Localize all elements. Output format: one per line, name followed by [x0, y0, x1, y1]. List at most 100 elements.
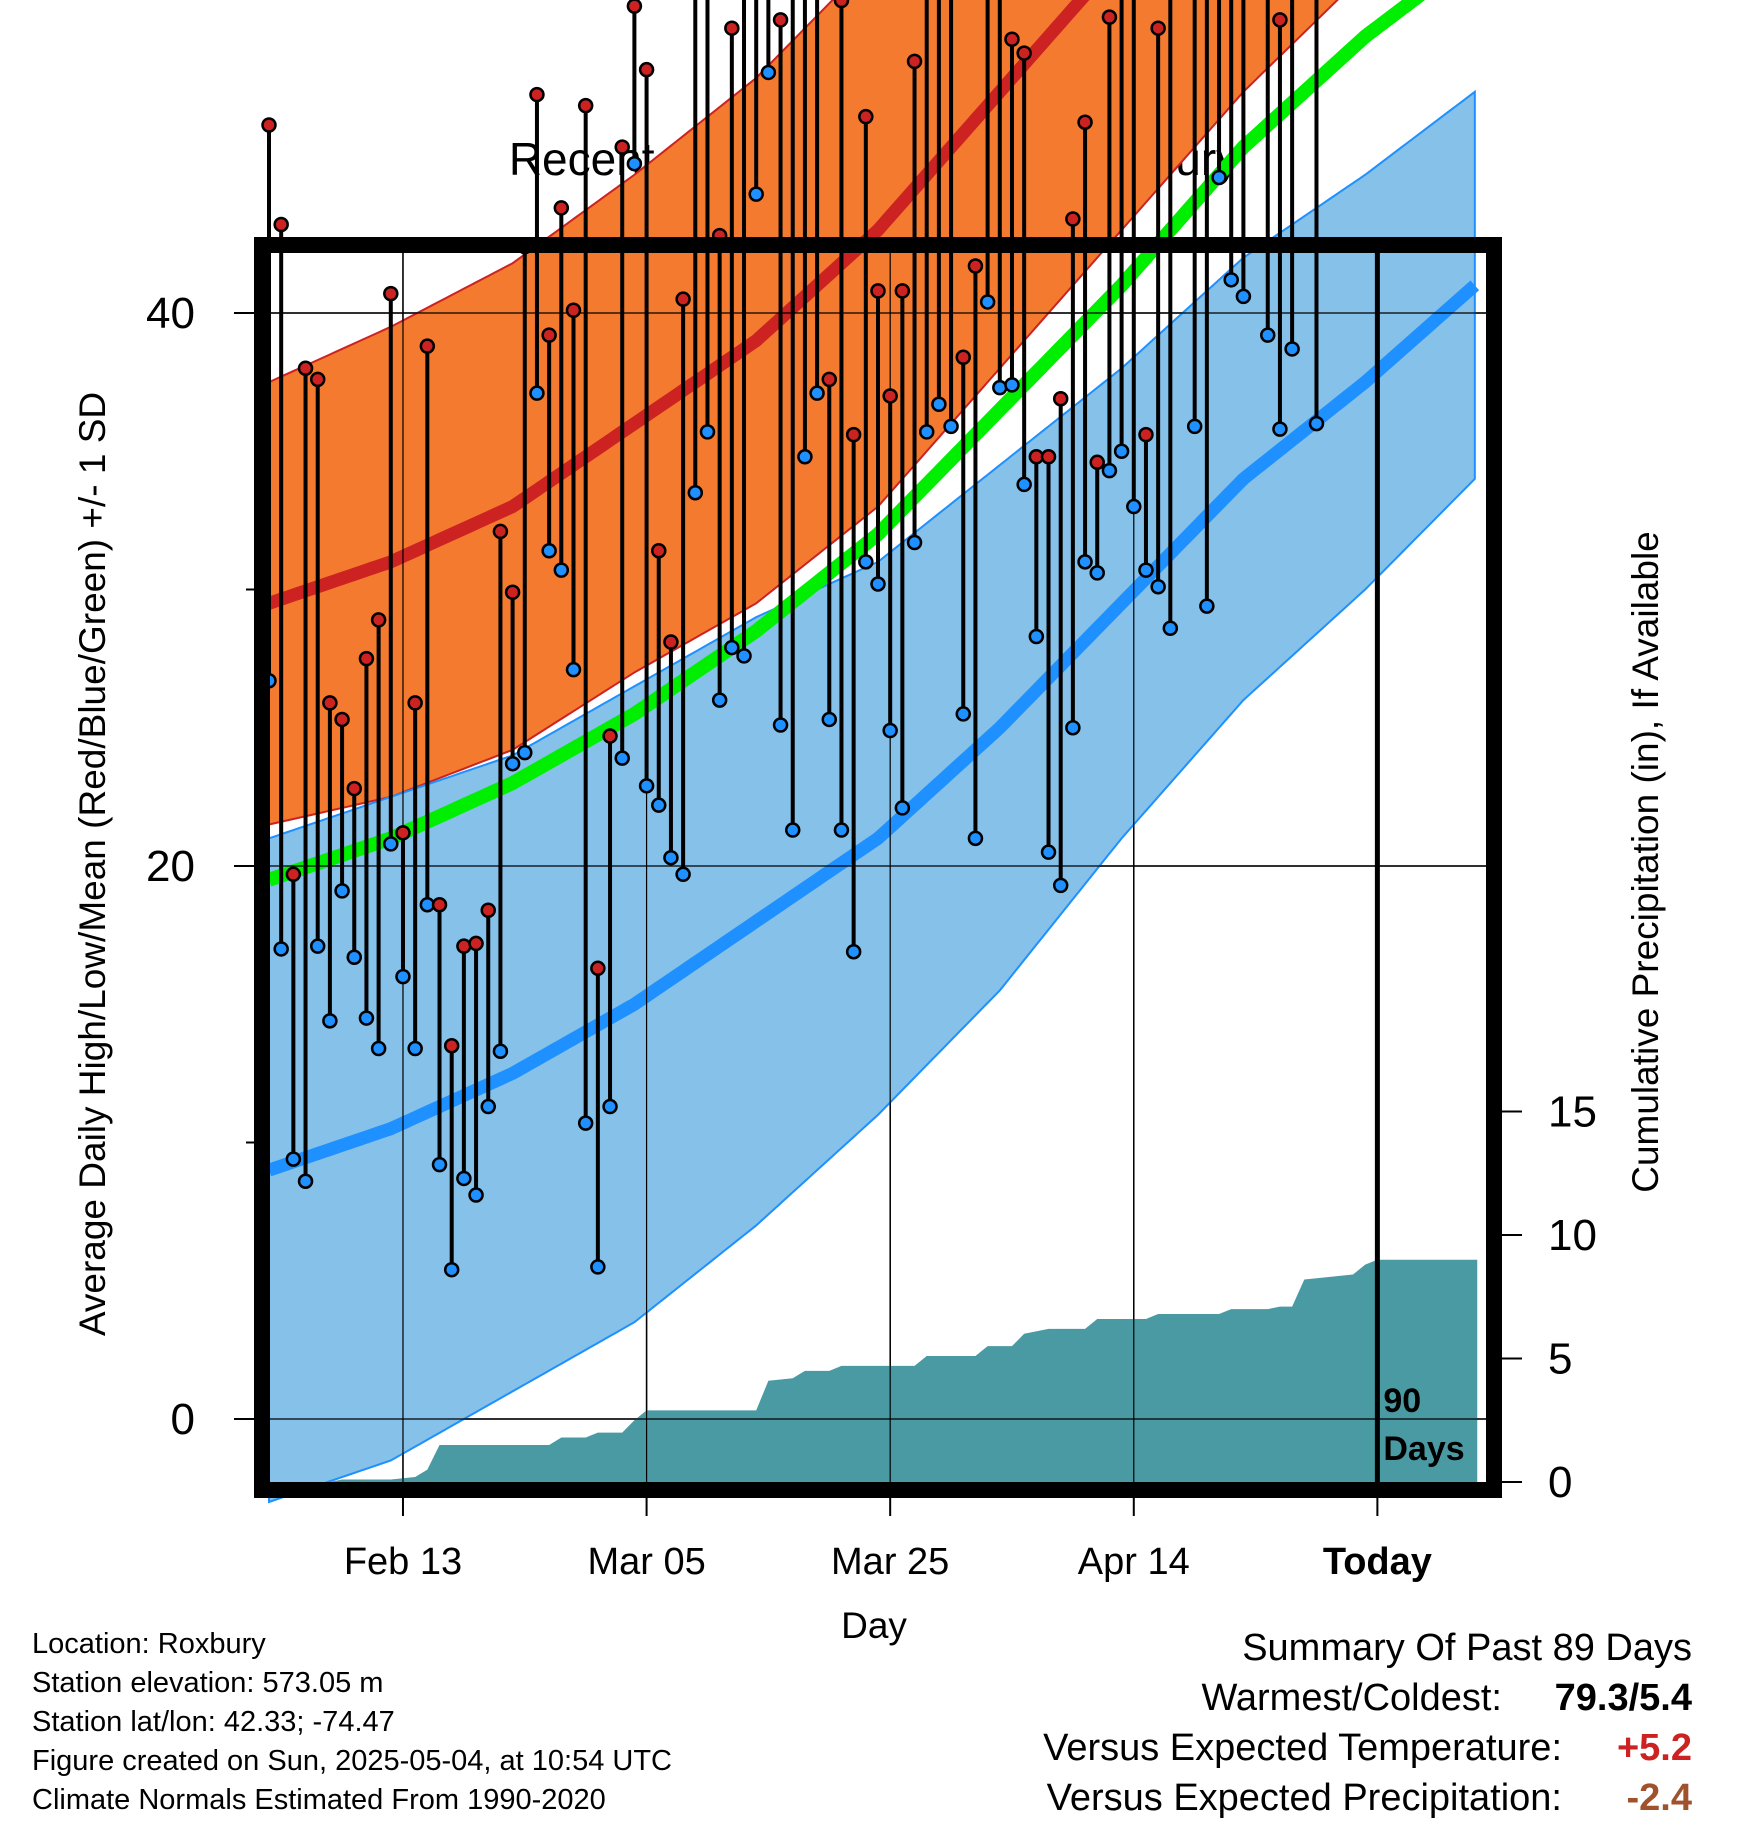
temp-label: Versus Expected Temperature: — [1043, 1727, 1562, 1769]
low-point — [1089, 565, 1105, 581]
high-point — [821, 371, 838, 388]
low-point — [602, 1098, 618, 1115]
low-point — [1101, 462, 1118, 479]
low-point — [334, 883, 350, 899]
day-observation — [309, 371, 326, 954]
high-point — [443, 1037, 460, 1054]
precip-value: -2.4 — [1626, 1777, 1692, 1819]
high-point — [858, 108, 874, 125]
low-point — [1113, 443, 1130, 459]
day-observation — [687, 0, 704, 501]
high-point — [663, 634, 679, 650]
low-point — [1150, 578, 1166, 595]
low-point — [1138, 562, 1154, 578]
day-observation — [663, 634, 679, 866]
high-point — [772, 12, 789, 28]
low-point — [772, 717, 789, 733]
low-point — [784, 822, 801, 838]
day-observation — [1235, 0, 1252, 305]
day-observation — [565, 302, 582, 678]
low-point — [431, 1156, 448, 1173]
day-observation — [870, 283, 886, 592]
day-observation — [358, 650, 375, 1026]
high-point — [638, 61, 655, 78]
low-point — [967, 830, 984, 847]
low-point — [309, 938, 326, 954]
low-point — [1199, 598, 1215, 614]
day-observation — [1308, 0, 1325, 432]
low-point — [297, 1173, 314, 1189]
y-tick-label: 40 — [146, 289, 195, 338]
day-observation — [845, 426, 862, 960]
day-observation — [858, 108, 874, 570]
day-observation — [395, 825, 411, 985]
low-point — [870, 576, 886, 592]
day-observation — [1040, 449, 1057, 860]
low-point — [346, 949, 363, 965]
low-point — [1260, 327, 1276, 343]
high-point — [967, 258, 984, 274]
low-point — [748, 186, 764, 202]
day-observation — [1223, 0, 1239, 288]
low-point — [663, 849, 679, 866]
low-point — [1004, 377, 1020, 393]
high-point — [468, 935, 484, 952]
normal-mean-line — [266, 0, 1426, 887]
day-observation — [1138, 426, 1154, 578]
y-axis-label: Average Daily High/Low/Mean (Red/Blue/Gr… — [72, 392, 113, 1336]
low-point — [565, 661, 582, 678]
high-point — [309, 371, 326, 388]
high-point — [1089, 454, 1105, 471]
y-tick-label: 20 — [146, 842, 195, 891]
today-days-number: 90 — [1383, 1382, 1421, 1420]
day-observation — [1211, 0, 1227, 186]
day-observation — [967, 258, 984, 847]
day-observation — [760, 0, 777, 81]
low-point — [1040, 844, 1057, 860]
low-point — [1223, 272, 1239, 288]
high-point — [1004, 31, 1020, 48]
day-observation — [943, 0, 959, 435]
low-point — [943, 418, 959, 435]
day-observation — [882, 388, 898, 739]
low-point — [553, 562, 570, 578]
high-point — [456, 938, 472, 954]
day-observation — [699, 0, 716, 440]
day-observation — [1089, 454, 1105, 581]
low-point — [1186, 418, 1203, 435]
low-point — [273, 941, 289, 957]
low-point — [1211, 169, 1227, 186]
high-point — [1150, 20, 1166, 36]
high-point — [407, 695, 423, 711]
high-point — [845, 426, 862, 443]
high-point — [590, 960, 606, 977]
day-observation — [1260, 0, 1276, 343]
low-point — [809, 385, 825, 401]
high-point — [1101, 9, 1118, 25]
day-observation — [273, 216, 289, 957]
day-observation — [1186, 0, 1203, 435]
low-point — [724, 639, 740, 656]
y2-tick-label: 15 — [1548, 1088, 1597, 1137]
low-point — [1284, 341, 1300, 357]
plot-area: 90 Days — [254, 0, 1502, 1504]
high-point — [565, 302, 582, 318]
x-tick-label: Feb 13 — [344, 1541, 462, 1583]
low-point — [395, 968, 411, 985]
high-point — [1138, 426, 1154, 443]
low-point — [614, 750, 630, 766]
day-observation — [809, 0, 825, 401]
low-point — [833, 822, 850, 838]
high-point — [273, 216, 289, 233]
day-observation — [480, 902, 496, 1115]
precip-label: Versus Expected Precipitation: — [1046, 1777, 1562, 1819]
day-observation — [492, 523, 509, 1060]
x-axis: Feb 13 Mar 05 Mar 25 Apr 14 Today — [344, 1498, 1432, 1583]
high-point — [285, 866, 302, 883]
low-point — [590, 1259, 606, 1275]
day-observation — [297, 360, 314, 1189]
high-point — [541, 327, 557, 343]
high-point — [553, 200, 570, 216]
day-observation — [590, 960, 606, 1275]
x-tick-label: Today — [1323, 1541, 1432, 1583]
